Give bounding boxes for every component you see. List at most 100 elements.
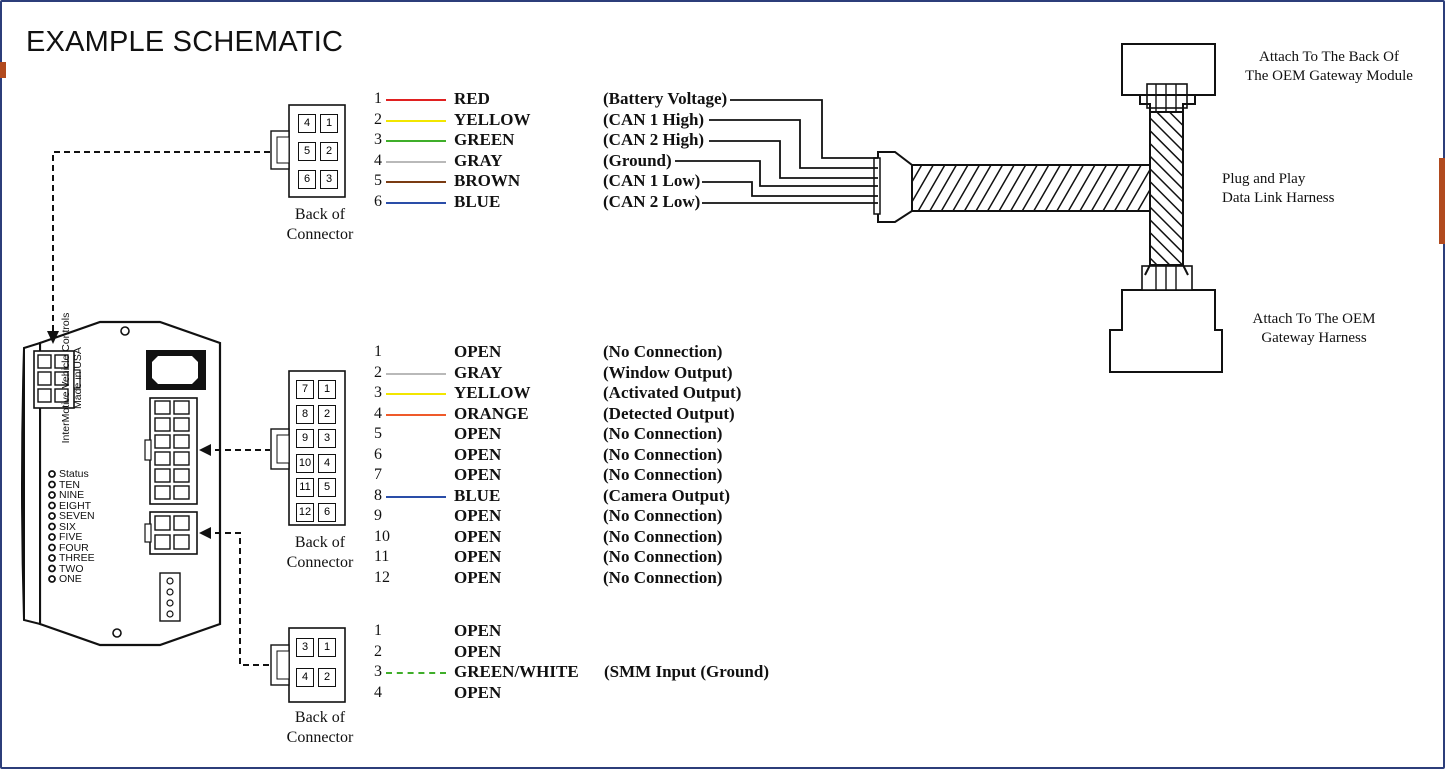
harness-note: Plug and Play Data Link Harness [1222, 171, 1335, 206]
connector1-label: Back of Connector [286, 206, 354, 243]
pin-function: (SMM Input (Ground) [604, 662, 769, 681]
dashed-leaders [52, 151, 270, 666]
wire-color-name: OPEN [454, 621, 502, 640]
pin-function: (No Connection) [603, 567, 723, 587]
led-label: FOUR [59, 541, 89, 554]
wire-color-line [386, 372, 446, 375]
pin-number: 2 [374, 363, 382, 381]
pin-function: (No Connection) [603, 342, 723, 361]
pin-function: (CAN 1 Low) [603, 171, 701, 191]
wire-color-name: YELLOW [454, 109, 531, 129]
wire-color-name: BLUE [454, 192, 501, 211]
pin-function: (No Connection) [603, 547, 723, 566]
pin-number: 2 [374, 110, 382, 128]
pin-number: 2 [374, 642, 382, 660]
connector-pin-number: 5 [298, 142, 316, 161]
wire-color-line [386, 393, 446, 395]
wire-color-line [386, 672, 446, 674]
wire-color-name: OPEN [454, 444, 502, 464]
pin-function: (No Connection) [603, 526, 723, 546]
wire-color-name: YELLOW [454, 383, 531, 402]
led-label: ONE [59, 573, 82, 585]
connector-pin-number: 4 [296, 668, 314, 687]
wire-color-line [386, 140, 446, 143]
pin-number: 3 [374, 663, 382, 680]
connector-pin-number: 2 [318, 404, 336, 424]
pin-function: (Window Output) [603, 362, 733, 382]
wire-color-line [386, 495, 446, 498]
connector-pin-number: 9 [296, 429, 314, 448]
pin-number: 5 [374, 172, 382, 190]
led-label: TEN [59, 478, 80, 491]
wire-color-name: GRAY [454, 362, 503, 382]
connector3-label: Back of Connector [286, 709, 354, 746]
wire-color-name: BROWN [454, 171, 521, 191]
pin-function: (No Connection) [603, 444, 723, 464]
control-module [21, 320, 222, 647]
pin-function: (Ground) [603, 150, 672, 170]
wire-color-name: OPEN [454, 506, 502, 525]
pin-function: (CAN 2 Low) [603, 192, 701, 211]
pin-number: 9 [374, 507, 382, 524]
connector-pin-number: 5 [318, 478, 336, 497]
connector-pin-number: 3 [318, 429, 336, 448]
edge-accent-left [0, 62, 6, 78]
wire-color-name: OPEN [454, 547, 502, 566]
harness-cable [873, 111, 1184, 266]
wire-color-name: OPEN [454, 465, 502, 484]
pin-number: 4 [374, 683, 382, 701]
pin-number: 7 [374, 466, 382, 483]
edge-accent-right [1439, 158, 1445, 244]
connector-pin-number: 6 [318, 502, 336, 522]
gateway-bottom-note: Attach To The OEM Gateway Harness [1252, 311, 1376, 346]
led-label: THREE [59, 552, 95, 564]
wire-color-name: BLUE [454, 485, 501, 505]
connector-pin-number: 11 [296, 478, 314, 497]
gateway-top-note: Attach To The Back Of The OEM Gateway Mod… [1245, 49, 1413, 84]
connector-pin-number: 4 [318, 453, 336, 473]
connector-pin-number: 6 [298, 170, 316, 189]
wire-color-name: OPEN [454, 526, 502, 546]
led-label: Status [59, 468, 89, 480]
wire-color-name: ORANGE [454, 403, 529, 423]
connector-pin-number: 4 [298, 114, 316, 133]
pin-number: 10 [374, 527, 390, 545]
wire-color-name: OPEN [454, 567, 502, 587]
pin-number: 5 [374, 425, 382, 442]
connector-pin-number: 7 [296, 380, 314, 399]
pin-function: (No Connection) [603, 506, 723, 525]
pin-number: 4 [374, 404, 382, 422]
led-label: EIGHT [59, 499, 92, 512]
led-label: FIVE [59, 531, 83, 543]
connector3-body [270, 627, 346, 703]
wire-color-name: GRAY [454, 150, 503, 170]
pin-function: (Camera Output) [603, 485, 731, 505]
wire-color-name: GREEN [454, 130, 515, 150]
led-label: SEVEN [59, 510, 95, 522]
wire-color-name: OPEN [454, 682, 502, 702]
pin-function: (Activated Output) [603, 383, 742, 402]
pin-number: 1 [374, 90, 382, 107]
connector-pin-number: 12 [296, 502, 314, 522]
wire-color-line [386, 413, 446, 416]
led-label: TWO [59, 562, 84, 575]
pin-number: 4 [374, 151, 382, 169]
connector-pin-number: 2 [318, 668, 336, 687]
pin-function: (CAN 1 High) [603, 109, 705, 129]
connector-pin-number: 2 [320, 142, 338, 161]
connector-pin-number: 8 [296, 404, 314, 424]
pin-function: (No Connection) [603, 424, 723, 443]
pin-number: 3 [374, 384, 382, 401]
wire-color-name: OPEN [454, 424, 502, 443]
pin-number: 8 [374, 486, 382, 504]
connector-pin-number: 10 [296, 453, 314, 473]
pin-function: (CAN 2 High) [603, 130, 705, 150]
connector-pin-number: 1 [320, 114, 338, 133]
wire-color-name: OPEN [454, 641, 502, 661]
wire-color-line [386, 99, 446, 101]
module-brand-text: InterMotive Vehicle Controls Made in USA [60, 312, 84, 444]
wire-color-name: RED [454, 89, 490, 108]
led-label: NINE [59, 489, 85, 501]
connector-pin-number: 1 [318, 380, 336, 399]
